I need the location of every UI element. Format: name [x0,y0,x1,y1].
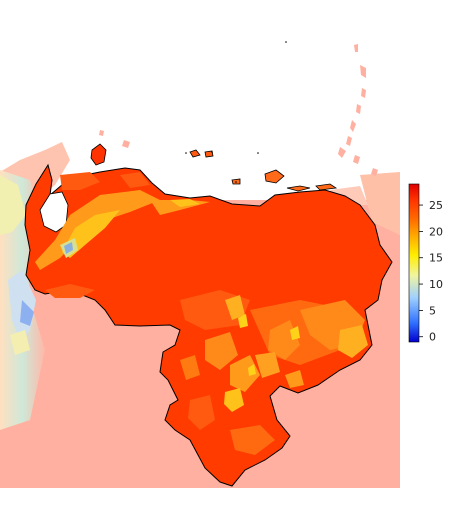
legend-tick-label: 25 [429,199,443,212]
caribbean-islands [99,44,378,176]
coastline-islets-outline [185,41,287,183]
legend-tick-label: 5 [429,304,436,317]
color-legend: 0 5 10 15 20 25 [408,183,443,344]
lake-maracaibo [39,191,69,233]
legend-colorbar [408,183,420,343]
temperature-variation [35,172,368,455]
legend-tick-label: 10 [429,278,443,291]
legend-tick-label: 15 [429,252,443,265]
coastal-islets [90,143,338,192]
legend-tick-label: 20 [429,225,443,238]
legend-ticks: 0 5 10 15 20 25 [419,199,443,344]
legend-tick-label: 0 [429,331,436,344]
